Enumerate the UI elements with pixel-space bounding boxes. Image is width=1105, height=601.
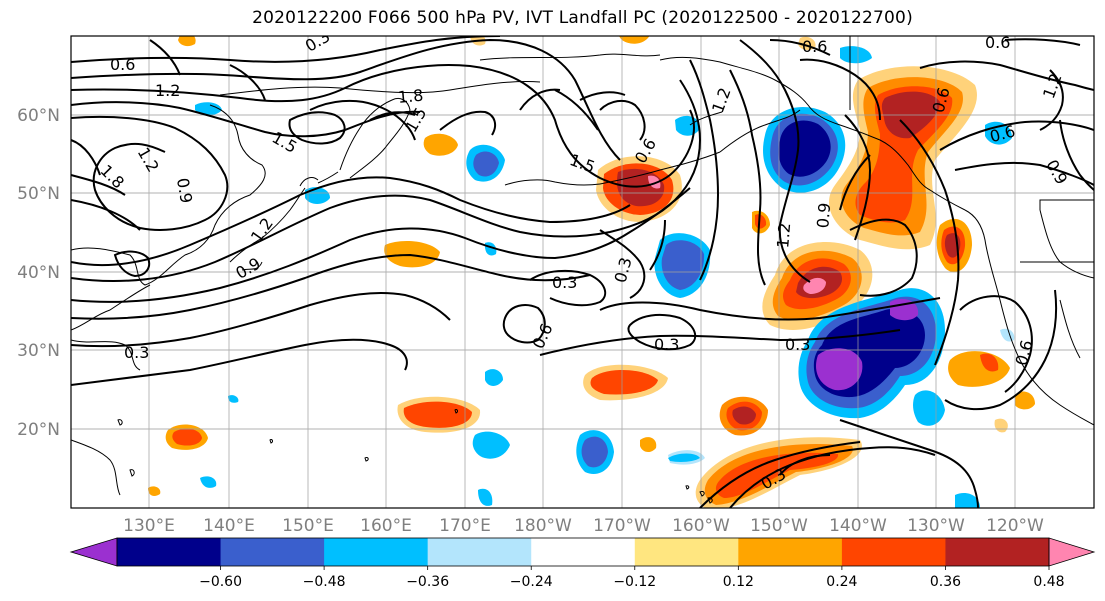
lon-label: 150°E <box>282 516 334 536</box>
lon-label: 130°E <box>123 516 175 536</box>
map-title: 2020122200 F066 500 hPa PV, IVT Landfall… <box>252 8 913 28</box>
lon-label: 160°E <box>360 516 412 536</box>
contour-label: 0.9 <box>173 176 196 204</box>
lat-label: 60°N <box>17 106 60 126</box>
colorbar-cell <box>738 538 843 566</box>
lat-label: 40°N <box>17 263 60 283</box>
contour-label: 0.3 <box>654 335 679 354</box>
map-frame <box>70 35 1095 509</box>
contour-label: 0.6 <box>802 37 827 56</box>
lat-label: 50°N <box>17 184 60 204</box>
contour-label: 0.3 <box>785 335 810 354</box>
colorbar-tick-label: 0.24 <box>826 574 857 590</box>
colorbar-cell <box>117 538 222 566</box>
lon-label: 160°W <box>672 516 730 536</box>
colorbar-tick-label: −0.24 <box>510 574 553 590</box>
colorbar-tick-label: 0.12 <box>723 574 754 590</box>
colorbar-cell <box>324 538 429 566</box>
colorbar: −0.60 −0.48 −0.36 −0.24 −0.12 0.12 0.24 0.36 0.4… <box>69 537 1096 590</box>
lon-label: 180°W <box>514 516 572 536</box>
contour-label: 0.3 <box>124 343 149 362</box>
positive-anomaly-central <box>762 242 873 330</box>
contour-label: 1.8 <box>397 86 424 107</box>
lat-label: 20°N <box>17 420 60 440</box>
graticule <box>71 36 1094 508</box>
colorbar-tick-label: −0.60 <box>199 574 242 590</box>
contour-label: 0.6 <box>985 33 1010 52</box>
colorbar-cell <box>634 538 739 566</box>
lat-label: 30°N <box>17 341 60 361</box>
contour-label: 1.2 <box>155 81 180 100</box>
colorbar-tick-label: −0.48 <box>303 574 346 590</box>
colorbar-extend-max <box>1048 537 1096 567</box>
contour-label: 0.3 <box>552 273 577 292</box>
colorbar-cell <box>841 538 946 566</box>
lon-label: 140°W <box>829 516 887 536</box>
colorbar-cell <box>427 538 532 566</box>
colorbar-cell <box>531 538 636 566</box>
colorbar-tick-label: 0.36 <box>930 574 961 590</box>
colorbar-extend-min <box>69 537 118 567</box>
colorbar-cell <box>945 538 1050 566</box>
colorbar-tick-label: 0.48 <box>1033 574 1064 590</box>
lon-label: 120°W <box>986 516 1044 536</box>
contour-label: 1.2 <box>773 222 794 249</box>
latitude-labels: 60°N 50°N 40°N 30°N 20°N <box>17 106 60 440</box>
lon-label: 140°E <box>203 516 255 536</box>
contour-label: 0.6 <box>110 55 135 74</box>
colorbar-tick-label: −0.36 <box>406 574 449 590</box>
longitude-labels: 130°E 140°E 150°E 160°E 170°E 180°W 170°… <box>123 516 1044 536</box>
lon-label: 170°W <box>593 516 651 536</box>
lon-label: 170°E <box>439 516 491 536</box>
contour-label: 0.9 <box>813 202 834 229</box>
colorbar-cell <box>220 538 325 566</box>
lon-label: 130°W <box>907 516 965 536</box>
lon-label: 150°W <box>750 516 808 536</box>
negative-anomaly-gulf <box>763 106 846 193</box>
colorbar-tick-label: −0.12 <box>613 574 656 590</box>
anomaly-fills <box>148 36 1035 508</box>
pv-contours <box>71 36 1094 508</box>
negative-anomaly-minor <box>195 46 1015 508</box>
